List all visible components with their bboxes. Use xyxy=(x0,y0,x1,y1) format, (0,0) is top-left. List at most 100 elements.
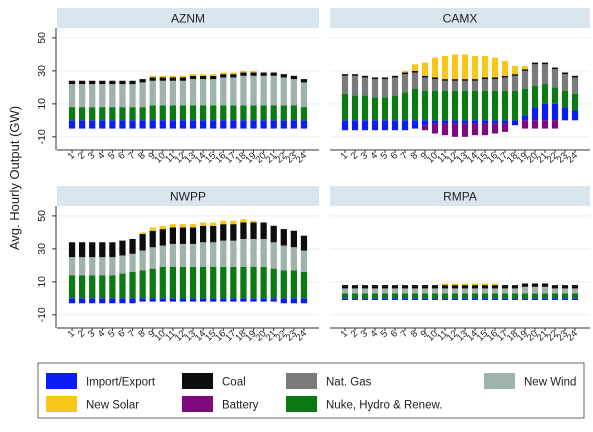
bar-nwpp-new-wind-19 xyxy=(250,238,257,267)
legend-label-new-wind: New Wind xyxy=(524,377,576,389)
bar-camx-new-solar-9 xyxy=(421,62,429,76)
bar-aznm-new-wind-2 xyxy=(79,84,86,108)
bar-camx-battery-16 xyxy=(491,123,499,134)
legend-swatch-nuke-hydro-renew- xyxy=(286,396,317,412)
bar-camx-new-solar-16 xyxy=(491,57,499,78)
bar-nwpp-nuke-hydro-renew--12 xyxy=(179,267,187,299)
bar-rmpa-new-wind-11 xyxy=(441,288,449,294)
bar-camx-battery-10 xyxy=(431,123,439,134)
bar-rmpa-import-export-7 xyxy=(401,298,409,300)
bar-aznm-coal-4 xyxy=(99,80,106,85)
bar-rmpa-import-export-20 xyxy=(531,298,539,300)
bar-rmpa-import-export-2 xyxy=(351,298,359,300)
bar-nwpp-import-export-4 xyxy=(99,298,106,304)
x-tick-label-camx: 6 xyxy=(389,150,401,162)
bar-rmpa-nuke-hydro-renew--24 xyxy=(571,293,579,299)
bar-camx-new-solar-11 xyxy=(441,56,449,80)
bar-rmpa-new-wind-5 xyxy=(381,288,389,294)
bar-camx-battery-17 xyxy=(501,123,509,132)
bar-camx-coal-1 xyxy=(341,74,349,76)
bar-nwpp-import-export-20 xyxy=(260,298,267,302)
bar-camx-nat-gas-1 xyxy=(341,75,349,94)
bar-nwpp-import-export-19 xyxy=(250,298,257,302)
bar-nwpp-import-export-10 xyxy=(159,298,166,302)
x-tick-label-aznm: 1 xyxy=(66,150,78,162)
y-tick-label-aznm: 10 xyxy=(36,98,48,110)
bar-nwpp-coal-9 xyxy=(149,230,156,248)
bar-camx-nat-gas-12 xyxy=(451,80,459,91)
bar-aznm-coal-10 xyxy=(159,77,166,81)
bar-aznm-nuke-hydro-renew--4 xyxy=(99,107,106,121)
bar-aznm-new-wind-14 xyxy=(200,79,207,106)
x-tick-label-aznm: 8 xyxy=(136,150,148,162)
bar-camx-nuke-hydro-renew--18 xyxy=(511,90,519,121)
bar-camx-coal-8 xyxy=(411,70,419,73)
bar-rmpa-new-wind-9 xyxy=(421,288,429,294)
legend-label-import-export: Import/Export xyxy=(86,377,156,389)
bar-aznm-new-wind-5 xyxy=(109,84,116,108)
bar-nwpp-import-export-16 xyxy=(220,298,227,302)
bar-nwpp-nuke-hydro-renew--18 xyxy=(240,267,247,299)
x-tick-label-nwpp: 4 xyxy=(96,328,108,340)
bar-nwpp-coal-4 xyxy=(99,242,106,258)
bar-camx-nat-gas-17 xyxy=(501,77,509,91)
bar-aznm-new-solar-13 xyxy=(189,74,197,76)
bar-camx-coal-23 xyxy=(561,72,569,75)
bar-aznm-nuke-hydro-renew--20 xyxy=(260,105,267,121)
x-tick-label-camx: 8 xyxy=(409,150,421,162)
x-tick-label-aznm: 3 xyxy=(86,150,98,162)
bar-camx-coal-10 xyxy=(431,77,439,80)
bar-camx-coal-22 xyxy=(551,67,559,70)
bar-aznm-new-wind-24 xyxy=(300,82,308,108)
bar-aznm-new-solar-10 xyxy=(159,75,166,78)
bar-aznm-new-solar-12 xyxy=(179,75,187,78)
bar-aznm-new-wind-23 xyxy=(290,79,297,106)
bar-aznm-new-wind-4 xyxy=(99,84,106,108)
bar-nwpp-nuke-hydro-renew--21 xyxy=(270,268,277,299)
bar-nwpp-nuke-hydro-renew--23 xyxy=(290,270,297,299)
bar-aznm-nuke-hydro-renew--22 xyxy=(280,105,287,121)
bar-nwpp-new-wind-24 xyxy=(300,250,308,272)
bar-aznm-import-export-19 xyxy=(250,120,257,129)
bar-nwpp-nuke-hydro-renew--2 xyxy=(79,275,86,299)
bar-nwpp-new-wind-22 xyxy=(280,245,287,271)
bar-aznm-new-wind-15 xyxy=(210,79,217,106)
bar-aznm-import-export-22 xyxy=(280,120,287,129)
bar-aznm-coal-9 xyxy=(149,77,156,81)
bar-nwpp-coal-16 xyxy=(220,224,227,241)
x-tick-label-rmpa: 7 xyxy=(399,328,411,340)
bar-camx-nat-gas-2 xyxy=(351,75,359,96)
x-tick-label-nwpp: 7 xyxy=(126,328,138,340)
legend-swatch-battery xyxy=(182,396,213,412)
bar-camx-nuke-hydro-renew--10 xyxy=(431,90,439,121)
bar-camx-battery-11 xyxy=(441,123,449,136)
bar-aznm-import-export-5 xyxy=(109,120,116,129)
bar-rmpa-import-export-23 xyxy=(561,298,569,300)
bar-camx-battery-20 xyxy=(531,120,539,129)
bar-rmpa-new-wind-2 xyxy=(351,288,359,294)
y-tick-label-aznm: 50 xyxy=(36,32,48,44)
bar-camx-nat-gas-4 xyxy=(371,79,379,98)
bar-nwpp-nuke-hydro-renew--15 xyxy=(210,267,217,299)
legend-label-coal: Coal xyxy=(222,377,246,389)
bar-camx-nat-gas-7 xyxy=(401,74,409,93)
x-tick-label-camx: 9 xyxy=(419,150,431,162)
x-tick-label-aznm: 2 xyxy=(76,150,88,162)
bar-aznm-new-solar-14 xyxy=(200,74,207,76)
bar-rmpa-new-wind-13 xyxy=(461,288,469,294)
bar-nwpp-nuke-hydro-renew--5 xyxy=(109,275,116,299)
bar-aznm-coal-7 xyxy=(129,80,136,85)
bar-rmpa-import-export-21 xyxy=(541,298,549,300)
bar-nwpp-coal-22 xyxy=(280,229,287,246)
bar-aznm-coal-1 xyxy=(68,80,76,85)
bar-aznm-nuke-hydro-renew--3 xyxy=(89,107,96,121)
bar-rmpa-import-export-15 xyxy=(481,298,489,300)
bar-rmpa-new-wind-3 xyxy=(361,288,369,294)
bar-nwpp-new-wind-4 xyxy=(99,257,106,276)
x-tick-label-rmpa: 5 xyxy=(379,328,391,340)
bar-rmpa-import-export-3 xyxy=(361,298,369,300)
legend-swatch-coal xyxy=(182,373,213,389)
bar-camx-nat-gas-5 xyxy=(381,79,389,98)
bar-aznm-coal-21 xyxy=(270,72,277,76)
bar-nwpp-import-export-24 xyxy=(300,298,308,304)
